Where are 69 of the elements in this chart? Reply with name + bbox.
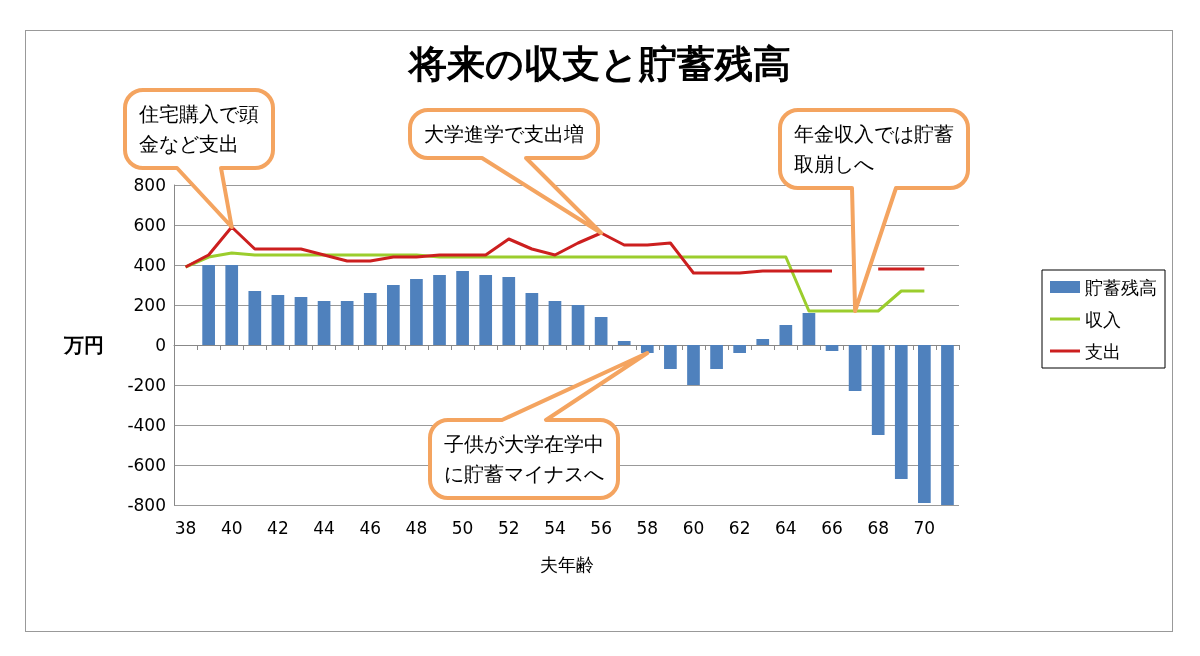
y-tick-label: -600 (127, 455, 166, 475)
annotation: 子供が大学在学中に貯蓄マイナスへ (444, 431, 605, 488)
x-tick-label: 68 (867, 517, 890, 538)
legend-label: 貯蓄残高 (1085, 276, 1157, 298)
y-tick-label: 600 (133, 215, 166, 235)
bar (502, 277, 516, 345)
legend-label: 収入 (1085, 308, 1121, 330)
x-tick-label: 54 (544, 517, 566, 538)
x-tick-label: 38 (174, 517, 197, 538)
bar (248, 291, 262, 345)
x-tick-label: 50 (451, 517, 474, 538)
bar (617, 341, 631, 345)
y-tick-label: 200 (133, 295, 166, 315)
x-tick-label: 48 (405, 517, 428, 538)
bar (202, 265, 215, 345)
bar (710, 345, 723, 369)
bar (363, 293, 377, 345)
bar (664, 345, 677, 369)
bar (871, 345, 885, 435)
x-tick-label: 62 (728, 517, 751, 538)
bar (479, 275, 493, 345)
bar (894, 345, 908, 479)
bar (271, 295, 285, 345)
bar (410, 279, 423, 345)
chart-title: 将来の収支と貯蓄残高 (407, 42, 791, 86)
bar (294, 297, 308, 345)
x-tick-label: 64 (775, 517, 797, 538)
legend-label: 支出 (1085, 340, 1121, 362)
bar (317, 301, 331, 345)
y-tick-label: -400 (127, 415, 166, 435)
bar (848, 345, 862, 391)
text: 年金収入では貯蓄取崩しへ (794, 121, 955, 178)
x-tick-label: 66 (821, 517, 843, 538)
y-tick-label: 800 (133, 175, 166, 195)
bar (756, 339, 770, 345)
x-tick-label: 52 (497, 517, 520, 538)
y-tick-label: -200 (127, 375, 166, 395)
bar (386, 285, 400, 345)
bar (456, 271, 469, 345)
bar (225, 265, 239, 345)
text: 住宅購入で頭金など支出 (139, 101, 260, 158)
x-tick-label: 60 (682, 517, 705, 538)
x-tick-label: 56 (590, 517, 612, 538)
bar (340, 301, 354, 345)
bar (918, 345, 931, 503)
x-tick-label: 70 (913, 517, 936, 538)
text: 大学進学で支出増 (424, 121, 585, 148)
bar (594, 317, 608, 345)
bar (640, 345, 654, 353)
bar (571, 305, 585, 345)
bar (687, 345, 700, 385)
y-tick-label: 400 (133, 255, 166, 275)
bar (825, 345, 839, 351)
x-axis-title: 夫年齢 (539, 553, 594, 575)
x-tick-label: 42 (267, 517, 289, 538)
y-tick-label: 0 (155, 335, 166, 355)
bar (733, 345, 747, 353)
x-tick-label: 46 (359, 517, 382, 538)
y-axis-title: 万円 (63, 333, 104, 357)
x-tick-label: 58 (636, 517, 659, 538)
bar (779, 325, 793, 345)
bar (525, 293, 539, 345)
bar (802, 313, 816, 345)
x-tick-label: 44 (313, 517, 335, 538)
y-tick-label: -800 (127, 495, 166, 515)
bar (941, 345, 954, 505)
bar (548, 301, 562, 345)
x-tick-label: 40 (220, 517, 243, 538)
bar (433, 275, 446, 345)
